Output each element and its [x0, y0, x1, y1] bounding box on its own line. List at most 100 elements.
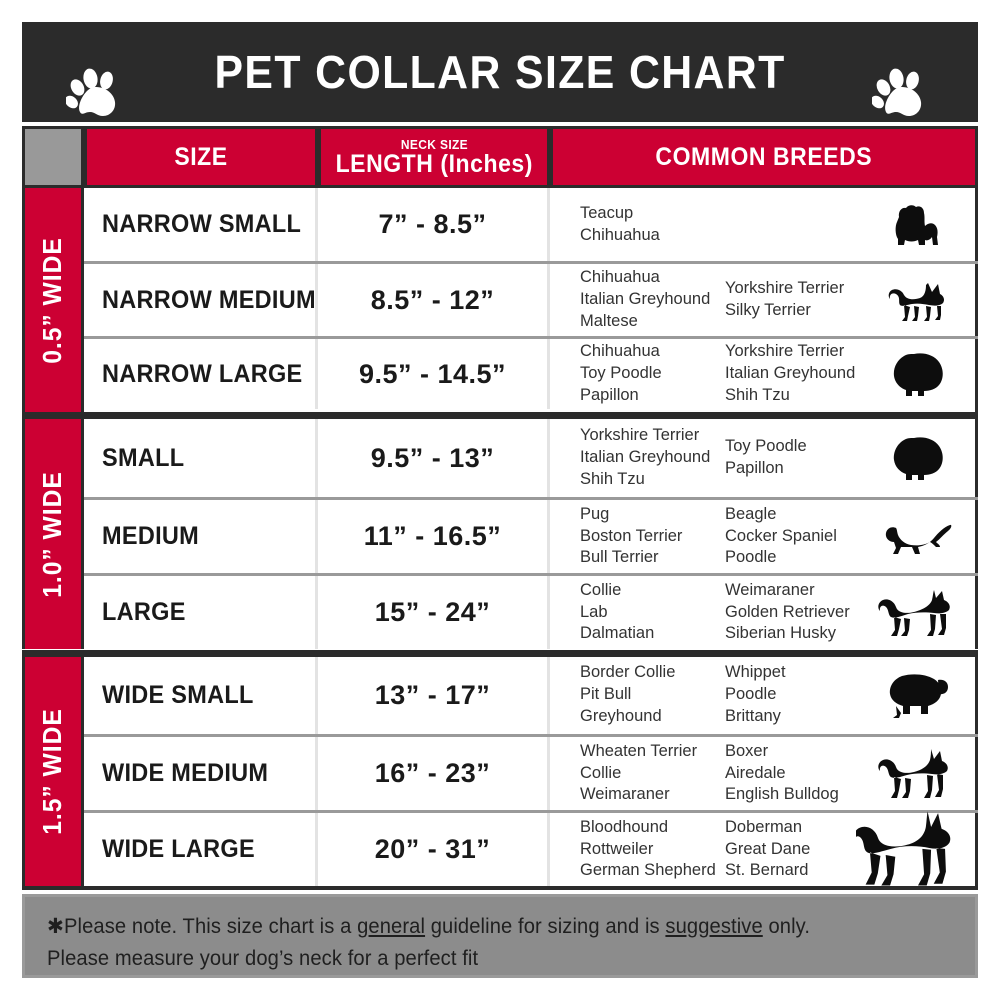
- breed-name: Siberian Husky: [725, 624, 836, 643]
- paw-print-icon: [871, 64, 934, 124]
- neck-length-range: 9.5” - 14.5”: [358, 358, 507, 389]
- table-row[interactable]: MEDIUM 11” - 16.5” Pug Boston Terrier Bull T…: [84, 497, 978, 573]
- breed-columns: Yorkshire Terrier Italian Greyhound Shih T…: [580, 425, 885, 490]
- breed-name: Italian Greyhound: [725, 364, 856, 383]
- cell-common-breeds: Collie Lab Dalmatian Weimaraner Golden Retri…: [550, 576, 978, 649]
- breed-name: Cocker Spaniel: [725, 526, 837, 545]
- breed-name: Collie: [580, 580, 622, 599]
- cell-neck-length: 8.5” - 12”: [318, 264, 550, 336]
- width-group-spine-2: 1.0” WIDE: [22, 419, 84, 649]
- neck-length-range: 16” - 23”: [374, 758, 491, 788]
- table-row[interactable]: NARROW SMALL 7” - 8.5” Teacup Chihuahua: [84, 188, 978, 261]
- breed-columns: Collie Lab Dalmatian Weimaraner Golden Retri…: [580, 580, 885, 645]
- table-row[interactable]: LARGE 15” - 24” Collie Lab Dalmatian Weimaran…: [84, 573, 978, 649]
- breed-name: Yorkshire Terrier: [725, 279, 845, 298]
- size-group-1: NARROW SMALL 7” - 8.5” Teacup Chihuahua NARR…: [84, 188, 978, 412]
- cell-size: MEDIUM: [84, 500, 318, 573]
- table-row[interactable]: WIDE LARGE 20” - 31” Bloodhound Rottweiler G…: [84, 810, 978, 886]
- footer-emphasis-general: general: [357, 915, 426, 938]
- cell-neck-length: 11” - 16.5”: [318, 500, 550, 573]
- size-group-2: SMALL 9.5” - 13” Yorkshire Terrier Italian …: [84, 419, 978, 649]
- paw-print-icon: [65, 64, 128, 124]
- breed-name: Lab: [580, 602, 608, 621]
- column-header-breeds-label: COMMON BREEDS: [655, 142, 873, 171]
- cell-common-breeds: Teacup Chihuahua: [550, 188, 978, 261]
- group-separator-2: [22, 650, 978, 657]
- cell-size: NARROW LARGE: [84, 339, 318, 409]
- size-name: LARGE: [102, 598, 186, 626]
- breed-name: Poodle: [725, 685, 777, 704]
- breed-name: Boxer: [725, 741, 769, 760]
- cell-neck-length: 13” - 17”: [318, 656, 550, 734]
- breed-column-2: Toy Poodle Papillon: [725, 425, 885, 490]
- breed-name: Chihuahua: [580, 225, 660, 244]
- breed-name: Dalmatian: [580, 624, 655, 643]
- breed-column-2: [725, 203, 885, 247]
- footer-text-1: ✱Please note. This size chart is a: [47, 915, 358, 938]
- table-row[interactable]: NARROW MEDIUM 8.5” - 12” Chihuahua Italian …: [84, 261, 978, 336]
- column-header-length-superlabel: NECK SIZE: [400, 136, 468, 152]
- page-title: PET COLLAR SIZE CHART: [214, 46, 786, 98]
- size-name: NARROW SMALL: [102, 210, 302, 238]
- cell-size: WIDE LARGE: [84, 813, 318, 886]
- cell-neck-length: 20” - 31”: [318, 813, 550, 886]
- width-group-label: 0.5” WIDE: [37, 236, 68, 364]
- breed-name: Chihuahua: [580, 268, 660, 287]
- breed-name: Weimaraner: [580, 785, 670, 804]
- breed-column-2: Yorkshire Terrier Silky Terrier: [725, 267, 885, 332]
- size-name: WIDE MEDIUM: [102, 759, 269, 787]
- breed-columns: Chihuahua Toy Poodle Papillon Yorkshire Ter…: [580, 341, 885, 406]
- breed-name: Bloodhound: [580, 817, 669, 836]
- breed-name: Shih Tzu: [725, 385, 790, 404]
- table-row[interactable]: NARROW LARGE 9.5” - 14.5” Chihuahua Toy Poo…: [84, 336, 978, 409]
- cell-common-breeds: Border Collie Pit Bull Greyhound Whippet Poo…: [550, 656, 978, 734]
- breed-columns: Border Collie Pit Bull Greyhound Whippet Poo…: [580, 662, 885, 727]
- breed-column-1: Collie Lab Dalmatian: [580, 580, 725, 645]
- size-name: SMALL: [102, 443, 185, 472]
- breed-name: Collie: [580, 763, 622, 782]
- table-body: 0.5” WIDE NARROW SMALL 7” - 8.5” Teacup Chih…: [22, 188, 978, 894]
- table-header-corner-cell: [22, 126, 84, 188]
- breed-column-2: Beagle Cocker Spaniel Poodle: [725, 504, 885, 569]
- neck-length-range: 9.5” - 13”: [370, 442, 495, 473]
- breed-name: Italian Greyhound: [580, 290, 711, 309]
- footer-note: ✱Please note. This size chart is a gener…: [22, 894, 978, 978]
- table-row[interactable]: WIDE MEDIUM 16” - 23” Wheaten Terrier Colli…: [84, 734, 978, 810]
- breed-name: Doberman: [725, 817, 803, 836]
- table-header-row: SIZE NECK SIZE LENGTH (Inches) COMMON BR…: [22, 126, 978, 188]
- table-row[interactable]: SMALL 9.5” - 13” Yorkshire Terrier Italian …: [84, 419, 978, 497]
- cell-common-breeds: Chihuahua Toy Poodle Papillon Yorkshire Ter…: [550, 339, 978, 409]
- cell-neck-length: 9.5” - 14.5”: [318, 339, 550, 409]
- group-separator-1: [22, 412, 978, 419]
- cell-neck-length: 15” - 24”: [318, 576, 550, 649]
- cell-common-breeds: Bloodhound Rottweiler German Shepherd Dober…: [550, 811, 978, 886]
- breed-columns: Teacup Chihuahua: [580, 203, 885, 247]
- width-group-label: 1.0” WIDE: [37, 470, 68, 598]
- neck-length-range: 8.5” - 12”: [370, 284, 495, 315]
- breed-name: Greyhound: [580, 706, 662, 725]
- column-header-length-label: LENGTH (Inches): [335, 149, 533, 178]
- breed-name: Toy Poodle: [580, 364, 662, 383]
- breed-column-1: Teacup Chihuahua: [580, 203, 725, 247]
- breed-name: Papillon: [580, 385, 639, 404]
- table-bottom-rule: [22, 886, 978, 890]
- width-group-label: 1.5” WIDE: [37, 707, 68, 835]
- neck-length-range: 20” - 31”: [374, 834, 491, 864]
- breed-column-1: Bloodhound Rottweiler German Shepherd: [580, 817, 725, 882]
- breed-name: Rottweiler: [580, 839, 654, 858]
- breed-column-1: Border Collie Pit Bull Greyhound: [580, 662, 725, 727]
- width-group-spine-3: 1.5” WIDE: [22, 656, 84, 886]
- breed-column-1: Pug Boston Terrier Bull Terrier: [580, 504, 725, 569]
- breed-name: Boston Terrier: [580, 526, 683, 545]
- breed-name: Teacup: [580, 203, 634, 222]
- breed-name: Whippet: [725, 663, 786, 682]
- breed-column-1: Yorkshire Terrier Italian Greyhound Shih T…: [580, 425, 725, 490]
- breed-name: Toy Poodle: [725, 437, 807, 456]
- table-row[interactable]: WIDE SMALL 13” - 17” Border Collie Pit Bull…: [84, 656, 978, 734]
- breed-name: St. Bernard: [725, 861, 809, 880]
- cell-size: NARROW SMALL: [84, 188, 318, 261]
- cell-neck-length: 9.5” - 13”: [318, 419, 550, 497]
- cell-neck-length: 7” - 8.5”: [318, 188, 550, 261]
- breed-name: Beagle: [725, 504, 777, 523]
- width-group-spine-1: 0.5” WIDE: [22, 188, 84, 412]
